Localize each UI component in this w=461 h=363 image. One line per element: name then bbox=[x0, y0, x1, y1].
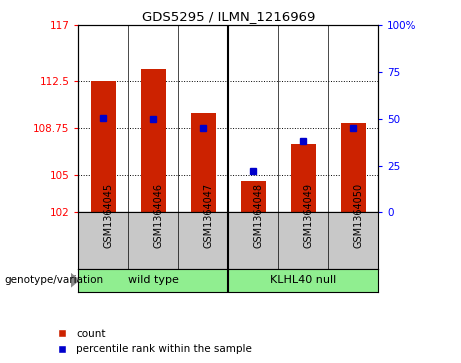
Polygon shape bbox=[71, 273, 79, 287]
Title: GDS5295 / ILMN_1216969: GDS5295 / ILMN_1216969 bbox=[142, 10, 315, 23]
Text: GSM1364045: GSM1364045 bbox=[103, 183, 113, 248]
Bar bbox=[191, 113, 216, 212]
Bar bbox=[241, 181, 266, 212]
Bar bbox=[91, 82, 116, 212]
Text: GSM1364050: GSM1364050 bbox=[353, 183, 363, 248]
Bar bbox=[141, 69, 166, 212]
Legend: count, percentile rank within the sample: count, percentile rank within the sample bbox=[51, 329, 252, 354]
Bar bbox=[290, 144, 316, 212]
Text: GSM1364049: GSM1364049 bbox=[303, 183, 313, 248]
Text: KLHL40 null: KLHL40 null bbox=[270, 276, 336, 285]
Text: GSM1364048: GSM1364048 bbox=[253, 183, 263, 248]
Text: GSM1364047: GSM1364047 bbox=[203, 183, 213, 248]
Text: genotype/variation: genotype/variation bbox=[5, 275, 104, 285]
Bar bbox=[341, 123, 366, 212]
Text: GSM1364046: GSM1364046 bbox=[153, 183, 163, 248]
Text: wild type: wild type bbox=[128, 276, 179, 285]
